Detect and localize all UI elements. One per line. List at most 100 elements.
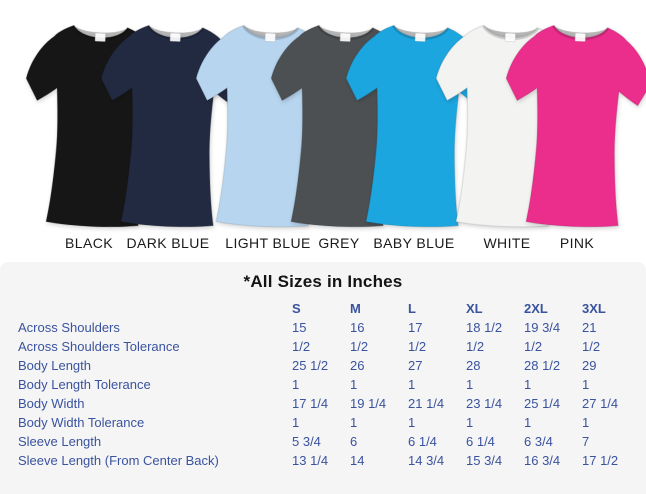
size-column-header: 3XL xyxy=(582,301,606,316)
size-chart-title: *All Sizes in Inches xyxy=(243,272,403,291)
spec-value: 7 xyxy=(582,434,590,449)
spec-row-label: Sleeve Length (From Center Back) xyxy=(18,453,219,468)
neck-inside xyxy=(318,25,373,38)
spec-value: 1 xyxy=(466,415,474,430)
size-column-header: S xyxy=(292,301,301,316)
table-row: Body Length 25 1/2 26 27 28 28 1/2 29 xyxy=(18,356,640,375)
spec-value: 1/2 xyxy=(582,339,601,354)
spec-row-label: Body Length Tolerance xyxy=(18,377,151,392)
spec-value: 1 xyxy=(524,415,532,430)
shirt-color-label: BABY BLUE xyxy=(373,235,455,251)
table-row: Body Width Tolerance 1 1 1 1 1 1 xyxy=(18,413,640,432)
spec-value: 14 xyxy=(350,453,365,468)
shirt-color-label: LIGHT BLUE xyxy=(225,235,311,251)
neck-inside xyxy=(73,25,128,38)
size-column-header: XL xyxy=(466,301,483,316)
spec-value: 17 1/4 xyxy=(292,396,329,411)
spec-value: 1 xyxy=(408,377,416,392)
spec-row-label: Body Width Tolerance xyxy=(18,415,145,430)
spec-value: 5 3/4 xyxy=(292,434,321,449)
table-row: Across Shoulders Tolerance 1/2 1/2 1/2 1/2 1/… xyxy=(18,337,640,356)
spec-value: 1 xyxy=(408,415,416,430)
shirt-color-label: WHITE xyxy=(483,235,531,251)
size-column-header: L xyxy=(408,301,416,316)
spec-value: 25 1/4 xyxy=(524,396,561,411)
shirt-pink xyxy=(502,16,646,232)
spec-value: 1/2 xyxy=(350,339,369,354)
spec-value: 17 xyxy=(408,320,423,335)
size-chart-panel: *All Sizes in Inches S M L XL 2XL 3XL Across S… xyxy=(0,262,646,494)
spec-value: 23 1/4 xyxy=(466,396,503,411)
spec-value: 1/2 xyxy=(524,339,543,354)
shirt-body xyxy=(505,24,646,228)
spec-value: 6 1/4 xyxy=(466,434,495,449)
spec-value: 14 3/4 xyxy=(408,453,445,468)
spec-value: 1 xyxy=(292,377,300,392)
spec-value: 6 xyxy=(350,434,358,449)
row-label-header xyxy=(18,299,292,318)
neck-inside xyxy=(148,25,203,38)
spec-value: 16 xyxy=(350,320,365,335)
collar-tag xyxy=(169,32,182,42)
spec-value: 15 xyxy=(292,320,307,335)
spec-value: 21 xyxy=(582,320,597,335)
spec-value: 19 3/4 xyxy=(524,320,561,335)
spec-value: 1 xyxy=(350,415,358,430)
spec-row-label: Body Width xyxy=(18,396,85,411)
collar-tag xyxy=(414,32,427,42)
spec-value: 21 1/4 xyxy=(408,396,445,411)
spec-value: 1 xyxy=(292,415,300,430)
shirt-color-row: BLACK DARK BLUE LIGHT BLUE GREY BABY BLUE WHI… xyxy=(25,16,646,251)
size-column-header: M xyxy=(350,301,361,316)
neck-inside xyxy=(393,25,448,38)
table-row: Body Length Tolerance 1 1 1 1 1 1 xyxy=(18,375,640,394)
shirt-color-label: DARK BLUE xyxy=(126,235,210,251)
spec-value: 18 1/2 xyxy=(466,320,503,335)
spec-value: 13 1/4 xyxy=(292,453,329,468)
spec-value: 1 xyxy=(582,377,590,392)
collar-tag xyxy=(339,32,352,42)
table-row: Across Shoulders 15 16 17 18 1/2 19 3/4 21 xyxy=(18,318,640,337)
spec-value: 1 xyxy=(582,415,590,430)
shirt-color-label: BLACK xyxy=(65,235,113,251)
spec-row-label: Across Shoulders Tolerance xyxy=(18,339,180,354)
spec-value: 16 3/4 xyxy=(524,453,561,468)
collar-tag xyxy=(94,32,107,42)
spec-value: 29 xyxy=(582,358,597,373)
spec-value: 17 1/2 xyxy=(582,453,619,468)
neck-inside xyxy=(553,25,608,38)
spec-value: 1 xyxy=(466,377,474,392)
spec-row-label: Across Shoulders xyxy=(18,320,120,335)
collar-tag xyxy=(264,32,277,42)
neck-inside xyxy=(483,25,538,38)
tshirt-graphic xyxy=(505,24,646,228)
table-row: Body Width 17 1/4 19 1/4 21 1/4 23 1/4 25 1/4… xyxy=(18,394,640,413)
spec-value: 19 1/4 xyxy=(350,396,387,411)
size-chart-table: S M L XL 2XL 3XL Across Shoulders 15 16 17 18 1/2 1… xyxy=(18,299,640,470)
size-column-header: 2XL xyxy=(524,301,548,316)
table-row: Sleeve Length 5 3/4 6 6 1/4 6 1/4 6 3/4 7 xyxy=(18,432,640,451)
spec-row-label: Body Length xyxy=(18,358,92,373)
collar-tag xyxy=(574,32,587,42)
shirt-color-label: PINK xyxy=(559,235,595,251)
spec-row-label: Sleeve Length xyxy=(18,434,102,449)
shirt-color-label: GREY xyxy=(318,235,360,251)
spec-value: 1/2 xyxy=(408,339,427,354)
neck-inside xyxy=(243,25,298,38)
spec-value: 1 xyxy=(350,377,358,392)
spec-value: 27 xyxy=(408,358,423,373)
spec-value: 1 xyxy=(524,377,532,392)
spec-value: 6 1/4 xyxy=(408,434,437,449)
spec-value: 6 3/4 xyxy=(524,434,553,449)
spec-value: 26 xyxy=(350,358,365,373)
spec-value: 25 1/2 xyxy=(292,358,329,373)
spec-value: 28 1/2 xyxy=(524,358,561,373)
spec-value: 1/2 xyxy=(466,339,485,354)
collar-tag xyxy=(504,32,517,42)
spec-value: 28 xyxy=(466,358,481,373)
table-header-row: S M L XL 2XL 3XL xyxy=(18,299,640,318)
table-row: Sleeve Length (From Center Back) 13 1/4 14… xyxy=(18,451,640,470)
spec-value: 15 3/4 xyxy=(466,453,503,468)
spec-value: 1/2 xyxy=(292,339,311,354)
